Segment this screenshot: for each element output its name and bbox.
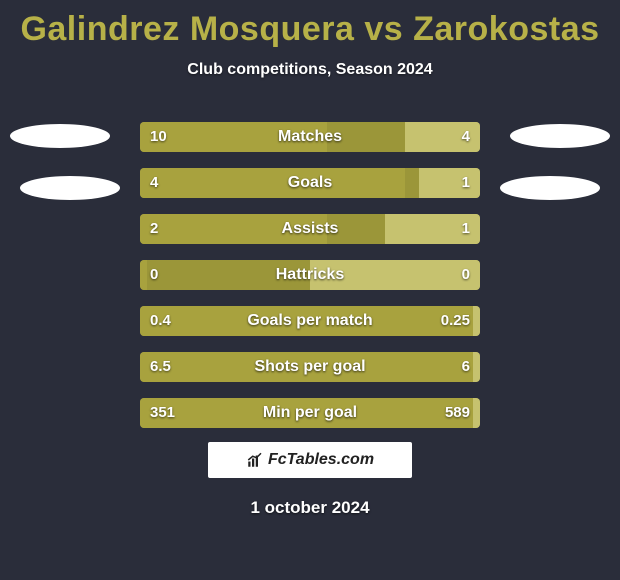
stat-row: 00Hattricks xyxy=(140,260,480,290)
stat-value-left: 2 xyxy=(150,214,158,244)
stat-value-left: 0 xyxy=(150,260,158,290)
chart-icon xyxy=(246,451,264,469)
stat-value-left: 0.4 xyxy=(150,306,171,336)
stat-bar-left xyxy=(140,352,473,382)
footer-date: 1 october 2024 xyxy=(0,498,620,518)
stat-bar-right xyxy=(473,398,480,428)
stat-value-right: 4 xyxy=(462,122,470,152)
watermark: FcTables.com xyxy=(208,442,412,478)
stat-value-right: 6 xyxy=(462,352,470,382)
stat-bar-left xyxy=(140,260,147,290)
stat-bar-left xyxy=(140,306,473,336)
stat-bar-left xyxy=(140,168,405,198)
stat-value-right: 0 xyxy=(462,260,470,290)
stat-value-left: 10 xyxy=(150,122,167,152)
stat-row: 351589Min per goal xyxy=(140,398,480,428)
stat-value-left: 4 xyxy=(150,168,158,198)
stat-value-right: 0.25 xyxy=(441,306,470,336)
stat-value-right: 589 xyxy=(445,398,470,428)
stat-value-right: 1 xyxy=(462,214,470,244)
stat-bar-right xyxy=(473,352,480,382)
stats-container: 104Matches41Goals21Assists00Hattricks0.4… xyxy=(140,122,480,444)
watermark-text: FcTables.com xyxy=(268,451,374,469)
avatar-placeholder-right-2 xyxy=(500,176,600,200)
stat-bar-right xyxy=(473,306,480,336)
page-subtitle: Club competitions, Season 2024 xyxy=(0,61,620,79)
avatar-placeholder-left-2 xyxy=(20,176,120,200)
stat-bar-right xyxy=(310,260,480,290)
stat-value-left: 351 xyxy=(150,398,175,428)
stat-row: 21Assists xyxy=(140,214,480,244)
stat-row: 104Matches xyxy=(140,122,480,152)
page-title: Galindrez Mosquera vs Zarokostas xyxy=(0,0,620,49)
stat-bar-left xyxy=(140,398,473,428)
stat-value-left: 6.5 xyxy=(150,352,171,382)
avatar-placeholder-right-1 xyxy=(510,124,610,148)
stat-row: 0.40.25Goals per match xyxy=(140,306,480,336)
stat-bar-right xyxy=(419,168,480,198)
stat-bar-left xyxy=(140,214,327,244)
avatar-placeholder-left-1 xyxy=(10,124,110,148)
stat-row: 41Goals xyxy=(140,168,480,198)
stat-bar-left xyxy=(140,122,327,152)
stat-row: 6.56Shots per goal xyxy=(140,352,480,382)
stat-value-right: 1 xyxy=(462,168,470,198)
